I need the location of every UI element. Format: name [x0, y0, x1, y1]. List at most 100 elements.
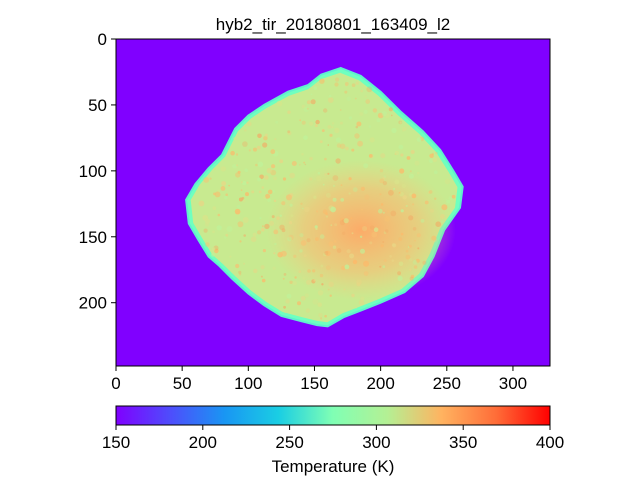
y-tick-label: 200	[79, 294, 107, 313]
surface-speckle	[368, 125, 372, 128]
surface-speckle	[344, 264, 350, 270]
surface-speckle	[303, 161, 306, 164]
surface-speckle	[257, 177, 262, 182]
surface-speckle	[259, 174, 264, 180]
surface-speckle	[242, 180, 247, 186]
surface-speckle	[307, 269, 311, 273]
surface-speckle	[380, 244, 384, 248]
surface-speckle	[382, 265, 386, 269]
surface-speckle	[302, 207, 304, 210]
surface-speckle	[287, 131, 292, 136]
surface-speckle	[413, 265, 418, 269]
surface-speckle	[371, 231, 378, 238]
surface-speckle	[351, 293, 355, 298]
surface-speckle	[355, 81, 359, 86]
surface-speckle	[226, 226, 233, 232]
surface-speckle	[258, 190, 262, 194]
surface-speckle	[358, 299, 365, 306]
surface-speckle	[306, 238, 311, 243]
surface-speckle	[394, 150, 399, 156]
surface-speckle	[281, 228, 286, 233]
surface-speckle	[363, 163, 369, 169]
surface-speckle	[431, 152, 435, 156]
surface-speckle	[379, 178, 385, 184]
surface-speckle	[448, 196, 453, 201]
surface-speckle	[327, 125, 332, 129]
surface-speckle	[252, 232, 257, 237]
surface-speckle	[360, 89, 364, 93]
surface-speckle	[271, 215, 275, 219]
surface-speckle	[203, 228, 208, 233]
surface-speckle	[286, 293, 292, 299]
surface-speckle	[328, 241, 334, 247]
surface-speckle	[306, 279, 312, 285]
colorbar-label: Temperature (K)	[272, 457, 395, 476]
surface-speckle	[273, 199, 277, 203]
surface-speckle	[345, 84, 348, 87]
surface-speckle	[321, 129, 325, 133]
surface-speckle	[245, 192, 249, 197]
surface-speckle	[335, 137, 341, 143]
surface-speckle	[369, 241, 373, 245]
surface-speckle	[383, 175, 387, 179]
surface-speckle	[317, 290, 324, 296]
surface-speckle	[422, 260, 427, 265]
surface-speckle	[223, 236, 227, 239]
surface-speckle	[237, 221, 244, 228]
surface-speckle	[351, 148, 355, 152]
surface-speckle	[369, 137, 375, 143]
surface-speckle	[261, 227, 265, 232]
surface-speckle	[281, 201, 286, 206]
surface-speckle	[321, 283, 324, 286]
surface-speckle	[255, 163, 258, 167]
surface-speckle	[362, 226, 368, 232]
surface-speckle	[312, 269, 316, 273]
surface-speckle	[236, 164, 238, 167]
surface-speckle	[323, 252, 327, 257]
surface-speckle	[272, 190, 275, 193]
surface-speckle	[209, 177, 212, 180]
surface-speckle	[280, 246, 284, 250]
surface-speckle	[402, 126, 407, 132]
surface-speckle	[408, 173, 414, 179]
surface-speckle	[315, 227, 318, 231]
surface-speckle	[382, 181, 387, 186]
surface-speckle	[361, 208, 363, 211]
surface-speckle	[401, 183, 406, 189]
surface-speckle	[300, 295, 306, 301]
surface-speckle	[400, 153, 404, 157]
surface-speckle	[385, 113, 390, 119]
surface-speckle	[235, 263, 240, 269]
surface-speckle	[331, 126, 334, 129]
surface-speckle	[409, 170, 412, 173]
surface-speckle	[301, 104, 306, 109]
surface-speckle	[389, 254, 392, 258]
surface-speckle	[323, 108, 328, 113]
surface-speckle	[310, 93, 313, 96]
surface-speckle	[313, 195, 317, 199]
surface-speckle	[428, 158, 434, 163]
surface-speckle	[328, 94, 332, 98]
surface-speckle	[359, 235, 363, 238]
surface-speckle	[410, 150, 415, 154]
surface-speckle	[353, 133, 359, 139]
surface-speckle	[415, 258, 420, 263]
surface-speckle	[346, 96, 352, 101]
surface-speckle	[324, 173, 327, 176]
surface-speckle	[336, 143, 342, 148]
surface-speckle	[309, 156, 313, 161]
surface-speckle	[260, 265, 265, 270]
x-tick-label: 150	[300, 374, 328, 393]
surface-speckle	[416, 233, 421, 238]
surface-speckle	[279, 159, 284, 164]
surface-speckle	[322, 79, 325, 82]
surface-speckle	[236, 205, 241, 209]
surface-speckle	[322, 209, 328, 214]
surface-speckle	[388, 107, 393, 112]
surface-speckle	[229, 255, 232, 258]
surface-speckle	[319, 78, 325, 84]
surface-speckle	[433, 170, 438, 175]
surface-speckle	[319, 234, 325, 239]
surface-speckle	[405, 204, 408, 208]
surface-speckle	[224, 196, 228, 200]
